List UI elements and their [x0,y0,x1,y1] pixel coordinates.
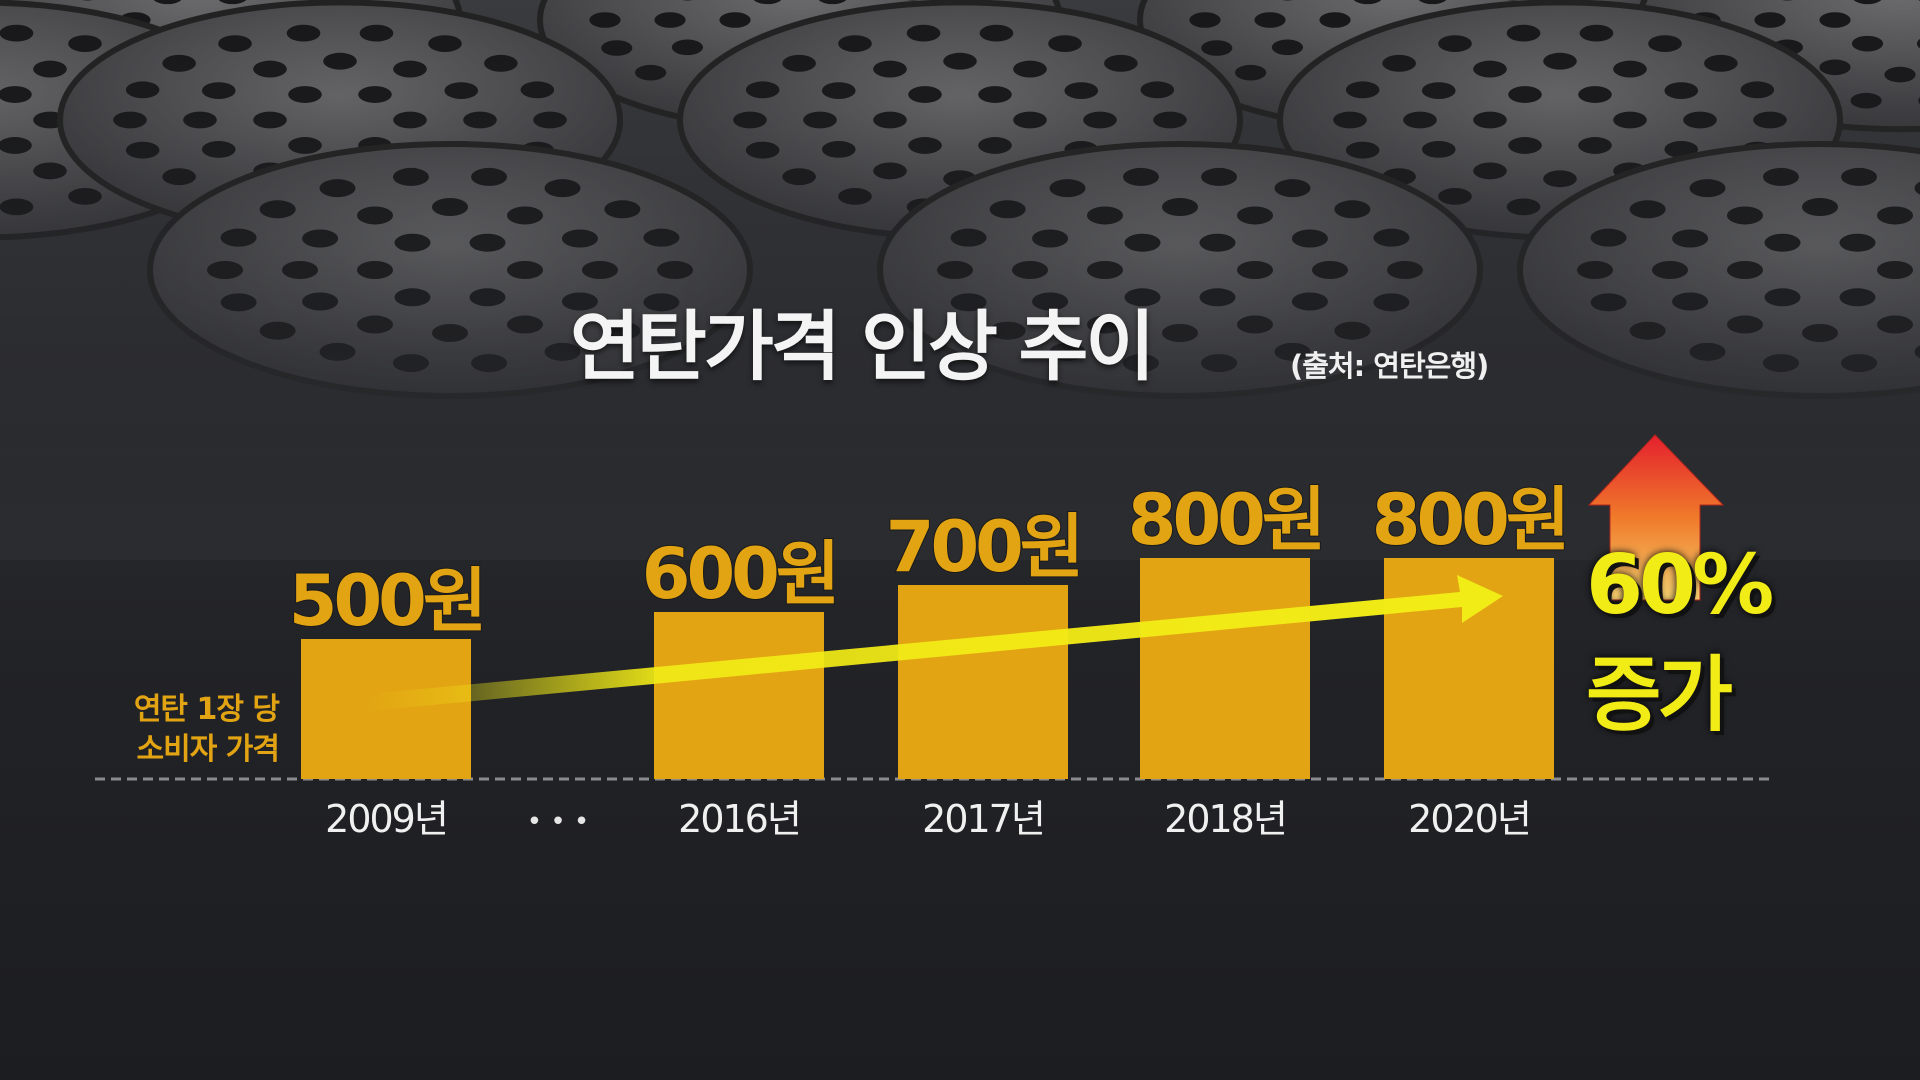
trend-arrow [367,575,1503,711]
increase-percent: 60% [1586,538,1774,633]
gap-ellipsis: • • • [527,807,590,837]
x-tick-label: 2018년 [1164,797,1286,841]
chart-title: 연탄가격 인상 추이 [570,302,1155,391]
x-tick-label: 2009년 [325,797,447,841]
bar-value-label: 500원 [289,560,484,642]
bar-value-label: 600원 [642,533,837,615]
x-tick-label: 2016년 [678,797,800,841]
x-tick-label: 2020년 [1408,797,1530,841]
bar-2018년 [1140,558,1310,779]
coal-briquette-background [0,0,1920,560]
source-note: (출처: 연탄은행) [1290,349,1489,383]
bar-value-label: 800원 [1128,479,1323,561]
increase-label: 증가 [1586,648,1733,743]
bar-value-label: 800원 [1372,479,1567,561]
y-axis-label-line2: 소비자 가격 [136,732,280,767]
up-arrow-icon [1587,434,1725,601]
bar-value-label: 700원 [886,506,1081,588]
x-tick-label: 2017년 [922,797,1044,841]
bar-2016년 [654,612,824,779]
y-axis-label-line1: 연탄 1장 당 [133,692,280,727]
bar-2017년 [898,585,1068,779]
